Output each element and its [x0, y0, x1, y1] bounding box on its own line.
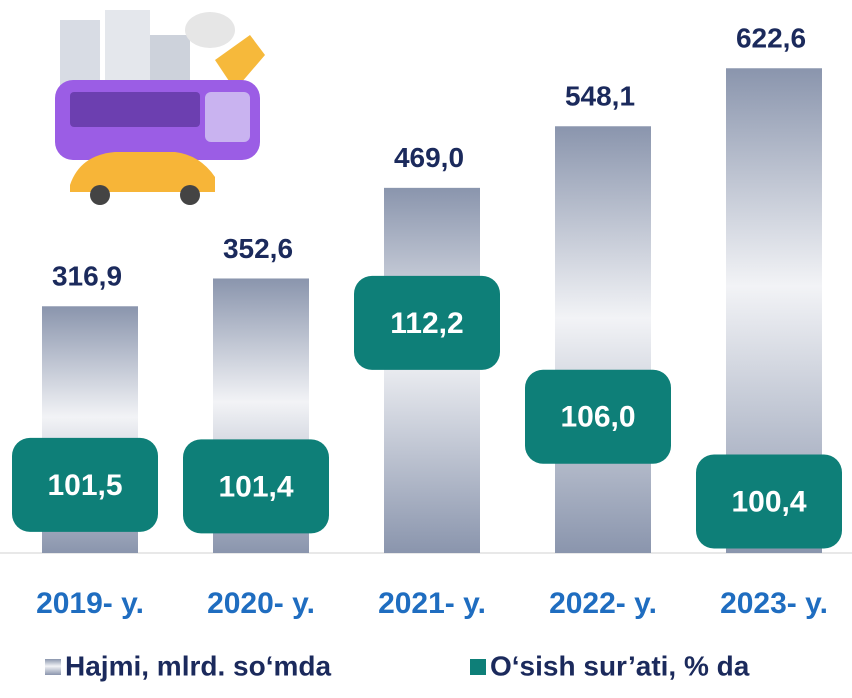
- bar-value-label: 622,6: [736, 23, 806, 54]
- legend-label: O‘sish sur’ati, % da: [490, 650, 750, 681]
- bar-value-label: 469,0: [394, 142, 464, 173]
- bar-value-label: 548,1: [565, 81, 635, 112]
- growth-box: [525, 369, 671, 464]
- growth-value-label: 101,5: [47, 469, 122, 502]
- bar: [384, 187, 480, 553]
- growth-value-label: 100,4: [731, 485, 806, 518]
- growth-value-label: 112,2: [390, 307, 463, 340]
- bar-value-label: 352,6: [223, 233, 293, 264]
- x-tick-label: 2019- y.: [36, 587, 144, 620]
- growth-box: [12, 437, 158, 532]
- x-tick-label: 2022- y.: [549, 587, 657, 620]
- legend-swatch: [45, 659, 61, 675]
- x-tick-label: 2021- y.: [378, 587, 486, 620]
- growth-value-label: 106,0: [560, 401, 635, 434]
- legend-label: Hajmi, mlrd. so‘mda: [65, 650, 331, 681]
- x-tick-label: 2023- y.: [720, 587, 828, 620]
- bar-value-label: 316,9: [52, 261, 122, 292]
- growth-box: [696, 454, 842, 549]
- growth-box: [354, 275, 500, 370]
- x-tick-label: 2020- y.: [207, 587, 315, 620]
- illustration: [55, 10, 265, 205]
- bar: [555, 126, 651, 553]
- legend-swatch: [470, 659, 486, 675]
- growth-value-label: 101,4: [218, 470, 293, 503]
- growth-box: [183, 439, 329, 534]
